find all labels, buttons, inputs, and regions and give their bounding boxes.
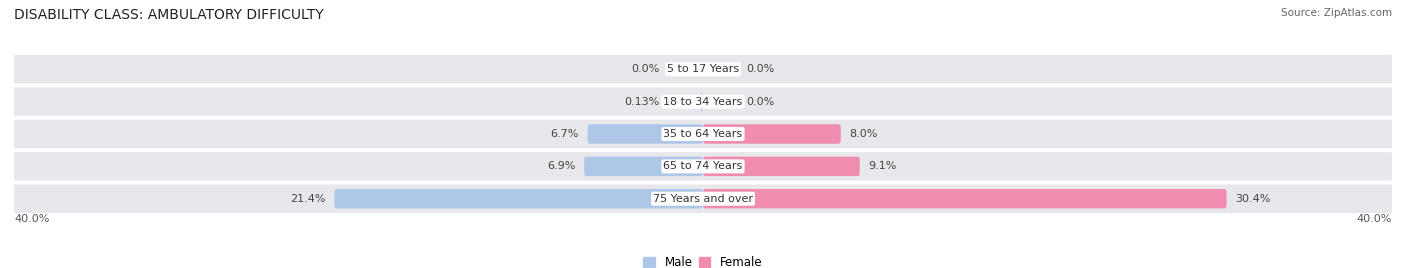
Text: 6.9%: 6.9% <box>547 161 575 171</box>
Text: DISABILITY CLASS: AMBULATORY DIFFICULTY: DISABILITY CLASS: AMBULATORY DIFFICULTY <box>14 8 323 22</box>
FancyBboxPatch shape <box>703 124 841 144</box>
FancyBboxPatch shape <box>703 189 1226 209</box>
Text: 0.0%: 0.0% <box>747 64 775 74</box>
Text: 40.0%: 40.0% <box>1357 214 1392 224</box>
Text: 6.7%: 6.7% <box>551 129 579 139</box>
Text: 65 to 74 Years: 65 to 74 Years <box>664 161 742 171</box>
FancyBboxPatch shape <box>8 87 1398 116</box>
Text: 18 to 34 Years: 18 to 34 Years <box>664 97 742 107</box>
Text: 9.1%: 9.1% <box>869 161 897 171</box>
FancyBboxPatch shape <box>335 189 703 209</box>
Text: 0.0%: 0.0% <box>747 97 775 107</box>
Text: Source: ZipAtlas.com: Source: ZipAtlas.com <box>1281 8 1392 18</box>
FancyBboxPatch shape <box>583 157 703 176</box>
Text: 40.0%: 40.0% <box>14 214 49 224</box>
Text: 35 to 64 Years: 35 to 64 Years <box>664 129 742 139</box>
Text: 21.4%: 21.4% <box>290 194 326 204</box>
Text: 0.13%: 0.13% <box>624 97 659 107</box>
Text: 75 Years and over: 75 Years and over <box>652 194 754 204</box>
FancyBboxPatch shape <box>8 120 1398 148</box>
FancyBboxPatch shape <box>8 184 1398 213</box>
FancyBboxPatch shape <box>8 55 1398 84</box>
Text: 0.0%: 0.0% <box>631 64 659 74</box>
FancyBboxPatch shape <box>703 157 859 176</box>
FancyBboxPatch shape <box>700 92 703 111</box>
Text: 30.4%: 30.4% <box>1236 194 1271 204</box>
Text: 8.0%: 8.0% <box>849 129 877 139</box>
FancyBboxPatch shape <box>588 124 703 144</box>
Text: 5 to 17 Years: 5 to 17 Years <box>666 64 740 74</box>
Legend: Male, Female: Male, Female <box>644 256 762 268</box>
FancyBboxPatch shape <box>8 152 1398 181</box>
